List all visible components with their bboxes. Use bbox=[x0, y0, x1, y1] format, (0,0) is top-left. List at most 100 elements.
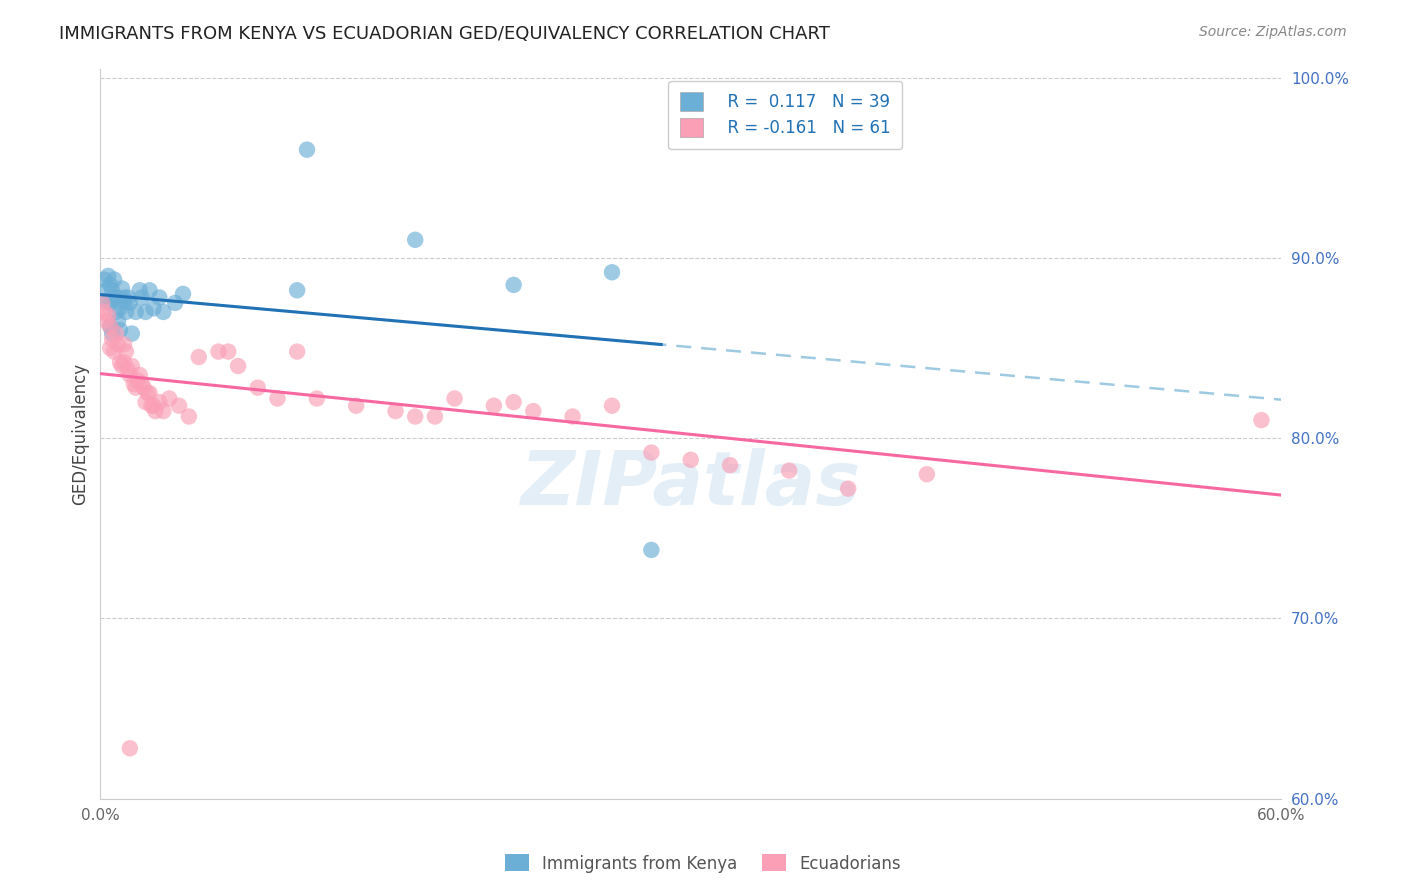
Point bbox=[101, 332, 124, 346]
Point bbox=[142, 399, 165, 413]
Point bbox=[135, 305, 157, 319]
Text: Source: ZipAtlas.com: Source: ZipAtlas.com bbox=[1199, 25, 1347, 39]
Point bbox=[103, 344, 125, 359]
Point bbox=[522, 404, 544, 418]
Point bbox=[640, 445, 662, 459]
Point bbox=[115, 305, 138, 319]
Point bbox=[96, 294, 118, 309]
Point bbox=[105, 326, 128, 341]
Point bbox=[115, 344, 138, 359]
Point bbox=[152, 404, 174, 418]
Legend:   R =  0.117   N = 39,   R = -0.161   N = 61: R = 0.117 N = 39, R = -0.161 N = 61 bbox=[668, 80, 903, 149]
Point bbox=[217, 344, 239, 359]
Text: IMMIGRANTS FROM KENYA VS ECUADORIAN GED/EQUIVALENCY CORRELATION CHART: IMMIGRANTS FROM KENYA VS ECUADORIAN GED/… bbox=[59, 25, 830, 43]
Point bbox=[138, 283, 160, 297]
Point bbox=[305, 392, 328, 406]
Point bbox=[118, 741, 141, 756]
Point bbox=[295, 143, 318, 157]
Point bbox=[93, 305, 115, 319]
Point bbox=[246, 381, 269, 395]
Point bbox=[148, 395, 170, 409]
Point bbox=[111, 359, 134, 373]
Point bbox=[404, 409, 426, 424]
Point bbox=[132, 381, 155, 395]
Legend: Immigrants from Kenya, Ecuadorians: Immigrants from Kenya, Ecuadorians bbox=[499, 847, 907, 880]
Point bbox=[91, 296, 114, 310]
Point bbox=[128, 283, 150, 297]
Point bbox=[165, 296, 187, 310]
Point bbox=[107, 337, 129, 351]
Point bbox=[98, 277, 121, 292]
Point bbox=[118, 368, 141, 382]
Point bbox=[384, 404, 406, 418]
Point bbox=[122, 377, 145, 392]
Point bbox=[423, 409, 446, 424]
Point bbox=[148, 291, 170, 305]
Point bbox=[107, 314, 129, 328]
Point bbox=[172, 286, 194, 301]
Point bbox=[482, 399, 505, 413]
Point bbox=[136, 386, 159, 401]
Point bbox=[112, 355, 135, 369]
Point bbox=[108, 323, 131, 337]
Point bbox=[142, 301, 165, 316]
Point bbox=[502, 277, 524, 292]
Point bbox=[125, 305, 148, 319]
Point bbox=[98, 296, 121, 310]
Point bbox=[135, 395, 157, 409]
Point bbox=[157, 392, 180, 406]
Point bbox=[98, 319, 121, 334]
Point bbox=[112, 294, 135, 309]
Point bbox=[443, 392, 465, 406]
Point bbox=[778, 464, 800, 478]
Point bbox=[502, 395, 524, 409]
Point bbox=[285, 344, 308, 359]
Point bbox=[105, 305, 128, 319]
Point bbox=[93, 272, 115, 286]
Point bbox=[226, 359, 249, 373]
Point bbox=[98, 341, 121, 355]
Point bbox=[266, 392, 288, 406]
Point bbox=[103, 272, 125, 286]
Point bbox=[98, 319, 121, 334]
Point bbox=[679, 452, 702, 467]
Point bbox=[837, 482, 859, 496]
Point bbox=[127, 374, 149, 388]
Point bbox=[101, 283, 124, 297]
Point bbox=[131, 377, 153, 392]
Point bbox=[117, 291, 139, 305]
Point bbox=[105, 291, 128, 305]
Point bbox=[177, 409, 200, 424]
Point bbox=[97, 309, 120, 323]
Point bbox=[112, 337, 135, 351]
Point bbox=[108, 301, 131, 316]
Point bbox=[121, 359, 143, 373]
Point bbox=[1250, 413, 1272, 427]
Point bbox=[145, 404, 167, 418]
Point bbox=[96, 283, 118, 297]
Point bbox=[152, 305, 174, 319]
Point bbox=[187, 350, 209, 364]
Point bbox=[207, 344, 229, 359]
Point bbox=[128, 368, 150, 382]
Point bbox=[167, 399, 190, 413]
Point bbox=[141, 399, 163, 413]
Point bbox=[344, 399, 367, 413]
Point bbox=[138, 386, 160, 401]
Point bbox=[111, 281, 134, 295]
Point bbox=[96, 314, 118, 328]
Point bbox=[118, 296, 141, 310]
Point bbox=[108, 355, 131, 369]
Point bbox=[101, 326, 124, 341]
Point bbox=[103, 291, 125, 305]
Point bbox=[915, 467, 938, 482]
Point bbox=[97, 268, 120, 283]
Point bbox=[404, 233, 426, 247]
Point bbox=[131, 291, 153, 305]
Point bbox=[718, 458, 741, 473]
Point bbox=[640, 543, 662, 558]
Point bbox=[121, 326, 143, 341]
Point bbox=[600, 399, 623, 413]
Point bbox=[125, 381, 148, 395]
Point bbox=[112, 291, 135, 305]
